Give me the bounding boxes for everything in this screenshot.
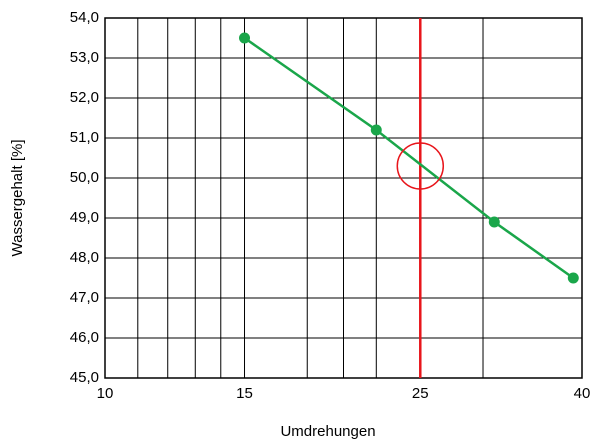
data-point bbox=[370, 124, 382, 136]
x-axis-label: Umdrehungen bbox=[280, 423, 375, 440]
y-tick-label: 53,0 bbox=[70, 49, 99, 66]
x-tick-label: 15 bbox=[236, 385, 253, 402]
y-tick-label: 50,0 bbox=[70, 169, 99, 186]
y-tick-label: 48,0 bbox=[70, 249, 99, 266]
x-tick-label: 10 bbox=[97, 385, 114, 402]
x-tick-label: 25 bbox=[412, 385, 429, 402]
y-tick-label: 49,0 bbox=[70, 209, 99, 226]
data-point bbox=[239, 32, 251, 44]
y-tick-label: 52,0 bbox=[70, 89, 99, 106]
data-point bbox=[567, 272, 579, 284]
data-line bbox=[243, 36, 575, 280]
x-tick-label: 40 bbox=[574, 385, 591, 402]
y-axis-label: Wassergehalt [%] bbox=[9, 140, 26, 257]
y-tick-label: 51,0 bbox=[70, 129, 99, 146]
plot-frame bbox=[104, 17, 583, 379]
highlight-circle bbox=[396, 142, 445, 190]
y-tick-label: 54,0 bbox=[70, 9, 99, 26]
y-tick-label: 47,0 bbox=[70, 289, 99, 306]
data-point bbox=[488, 216, 500, 228]
y-tick-label: 46,0 bbox=[70, 329, 99, 346]
y-tick-label: 45,0 bbox=[70, 369, 99, 386]
